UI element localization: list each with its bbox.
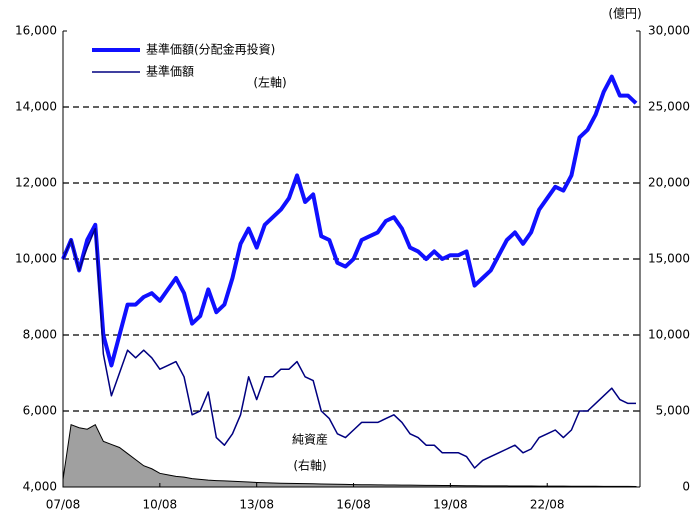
- line: [61, 74, 638, 368]
- y-tick-label: 8,000: [23, 328, 57, 342]
- unit-label: (億円): [608, 7, 641, 21]
- y-tick-label: 6,000: [23, 404, 57, 418]
- y2-tick-label: 30,000: [648, 24, 690, 38]
- x-tick-label: 07/08: [46, 498, 81, 512]
- y2-tick-label: 15,000: [648, 252, 690, 266]
- line: [62, 227, 636, 469]
- y-tick-label: 4,000: [23, 480, 57, 494]
- annotation: (右軸): [293, 458, 326, 473]
- x-tick-label: 13/08: [239, 498, 274, 512]
- legend-label: 基準価額: [146, 64, 194, 79]
- y-tick-label: 12,000: [15, 176, 57, 190]
- legend-label: 基準価額(分配金再投資): [146, 42, 275, 57]
- y2-tick-label: 5,000: [656, 404, 690, 418]
- y-tick-label: 14,000: [15, 100, 57, 114]
- y-tick-label: 16,000: [15, 24, 57, 38]
- y2-tick-label: 20,000: [648, 176, 690, 190]
- annotation: (左軸): [253, 75, 286, 90]
- x-tick-label: 22/08: [530, 498, 565, 512]
- x-tick-label: 10/08: [143, 498, 178, 512]
- annotation: 純資産: [292, 432, 328, 447]
- y2-tick-label: 10,000: [648, 328, 690, 342]
- x-tick-label: 16/08: [336, 498, 371, 512]
- x-tick-label: 19/08: [433, 498, 468, 512]
- y2-tick-label: 0: [682, 480, 690, 494]
- y-tick-label: 10,000: [15, 252, 57, 266]
- y2-tick-label: 25,000: [648, 100, 690, 114]
